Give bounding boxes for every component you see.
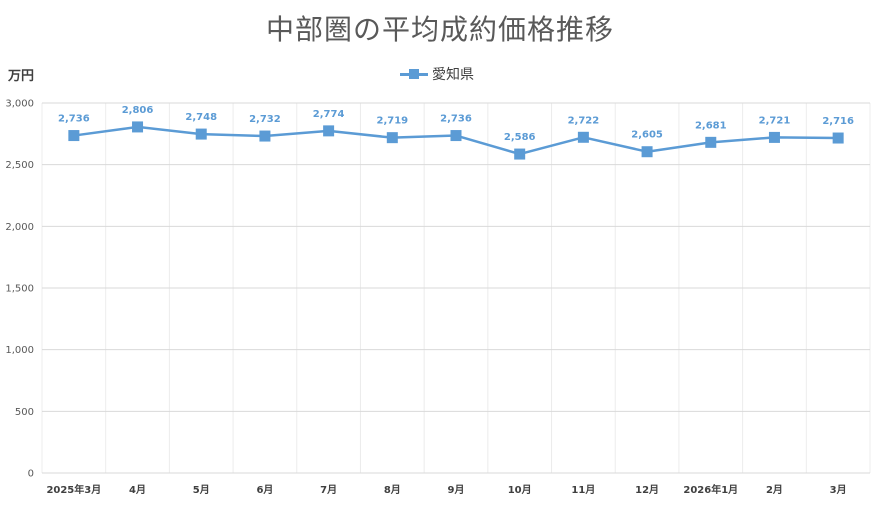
y-tick-label: 2,000 [5,222,34,233]
data-label: 2,605 [631,130,663,141]
data-label: 2,716 [822,116,854,127]
y-axis-unit-label: 万円 [8,69,35,84]
legend-label: 愛知県 [432,67,474,83]
data-point-marker [68,130,80,142]
data-point-marker [641,146,653,158]
data-label: 2,732 [249,114,281,125]
x-tick-label: 4月 [129,484,146,496]
data-point-marker [768,131,780,143]
data-label: 2,736 [58,114,90,125]
x-tick-label: 2月 [766,484,783,496]
y-tick-label: 1,000 [5,345,34,356]
data-point-marker [386,132,398,144]
data-point-marker [514,148,526,160]
data-point-marker [705,136,717,148]
x-tick-label: 8月 [384,484,401,496]
data-label: 2,736 [440,114,472,125]
data-label: 2,681 [695,120,727,131]
data-point-marker [195,128,207,140]
x-tick-label: 12月 [635,484,659,496]
x-tick-label: 10月 [508,484,532,496]
y-tick-label: 500 [15,407,34,418]
data-label: 2,721 [759,115,791,126]
x-tick-label: 3月 [830,484,847,496]
legend-square-marker-icon [409,68,419,79]
data-point-marker [450,130,462,142]
x-tick-label: 5月 [193,484,210,496]
x-tick-label: 11月 [571,484,595,496]
x-tick-label: 2026年1月 [683,483,738,496]
y-tick-label: 2,500 [5,160,34,171]
data-point-marker [832,132,844,144]
x-tick-label: 2025年3月 [46,483,101,496]
chart-title: 中部圏の平均成約価格推移 [265,13,614,46]
y-tick-label: 3,000 [5,99,34,110]
data-point-marker [323,125,335,137]
data-label: 2,806 [122,105,154,116]
x-tick-label: 9月 [448,484,465,496]
x-tick-label: 6月 [256,484,273,496]
y-tick-label: 1,500 [5,284,34,295]
legend-line-icon [400,68,428,79]
y-tick-label: 0 [28,469,34,480]
data-label: 2,774 [313,109,345,120]
data-label: 2,586 [504,132,536,143]
data-point-marker [132,121,144,133]
data-label: 2,722 [568,115,600,126]
chart-legend: 愛知県 [400,64,474,84]
data-label: 2,748 [185,112,217,123]
data-label: 2,719 [376,116,408,127]
data-point-marker [577,131,589,143]
x-tick-label: 7月 [320,484,337,496]
data-point-marker [259,130,271,142]
